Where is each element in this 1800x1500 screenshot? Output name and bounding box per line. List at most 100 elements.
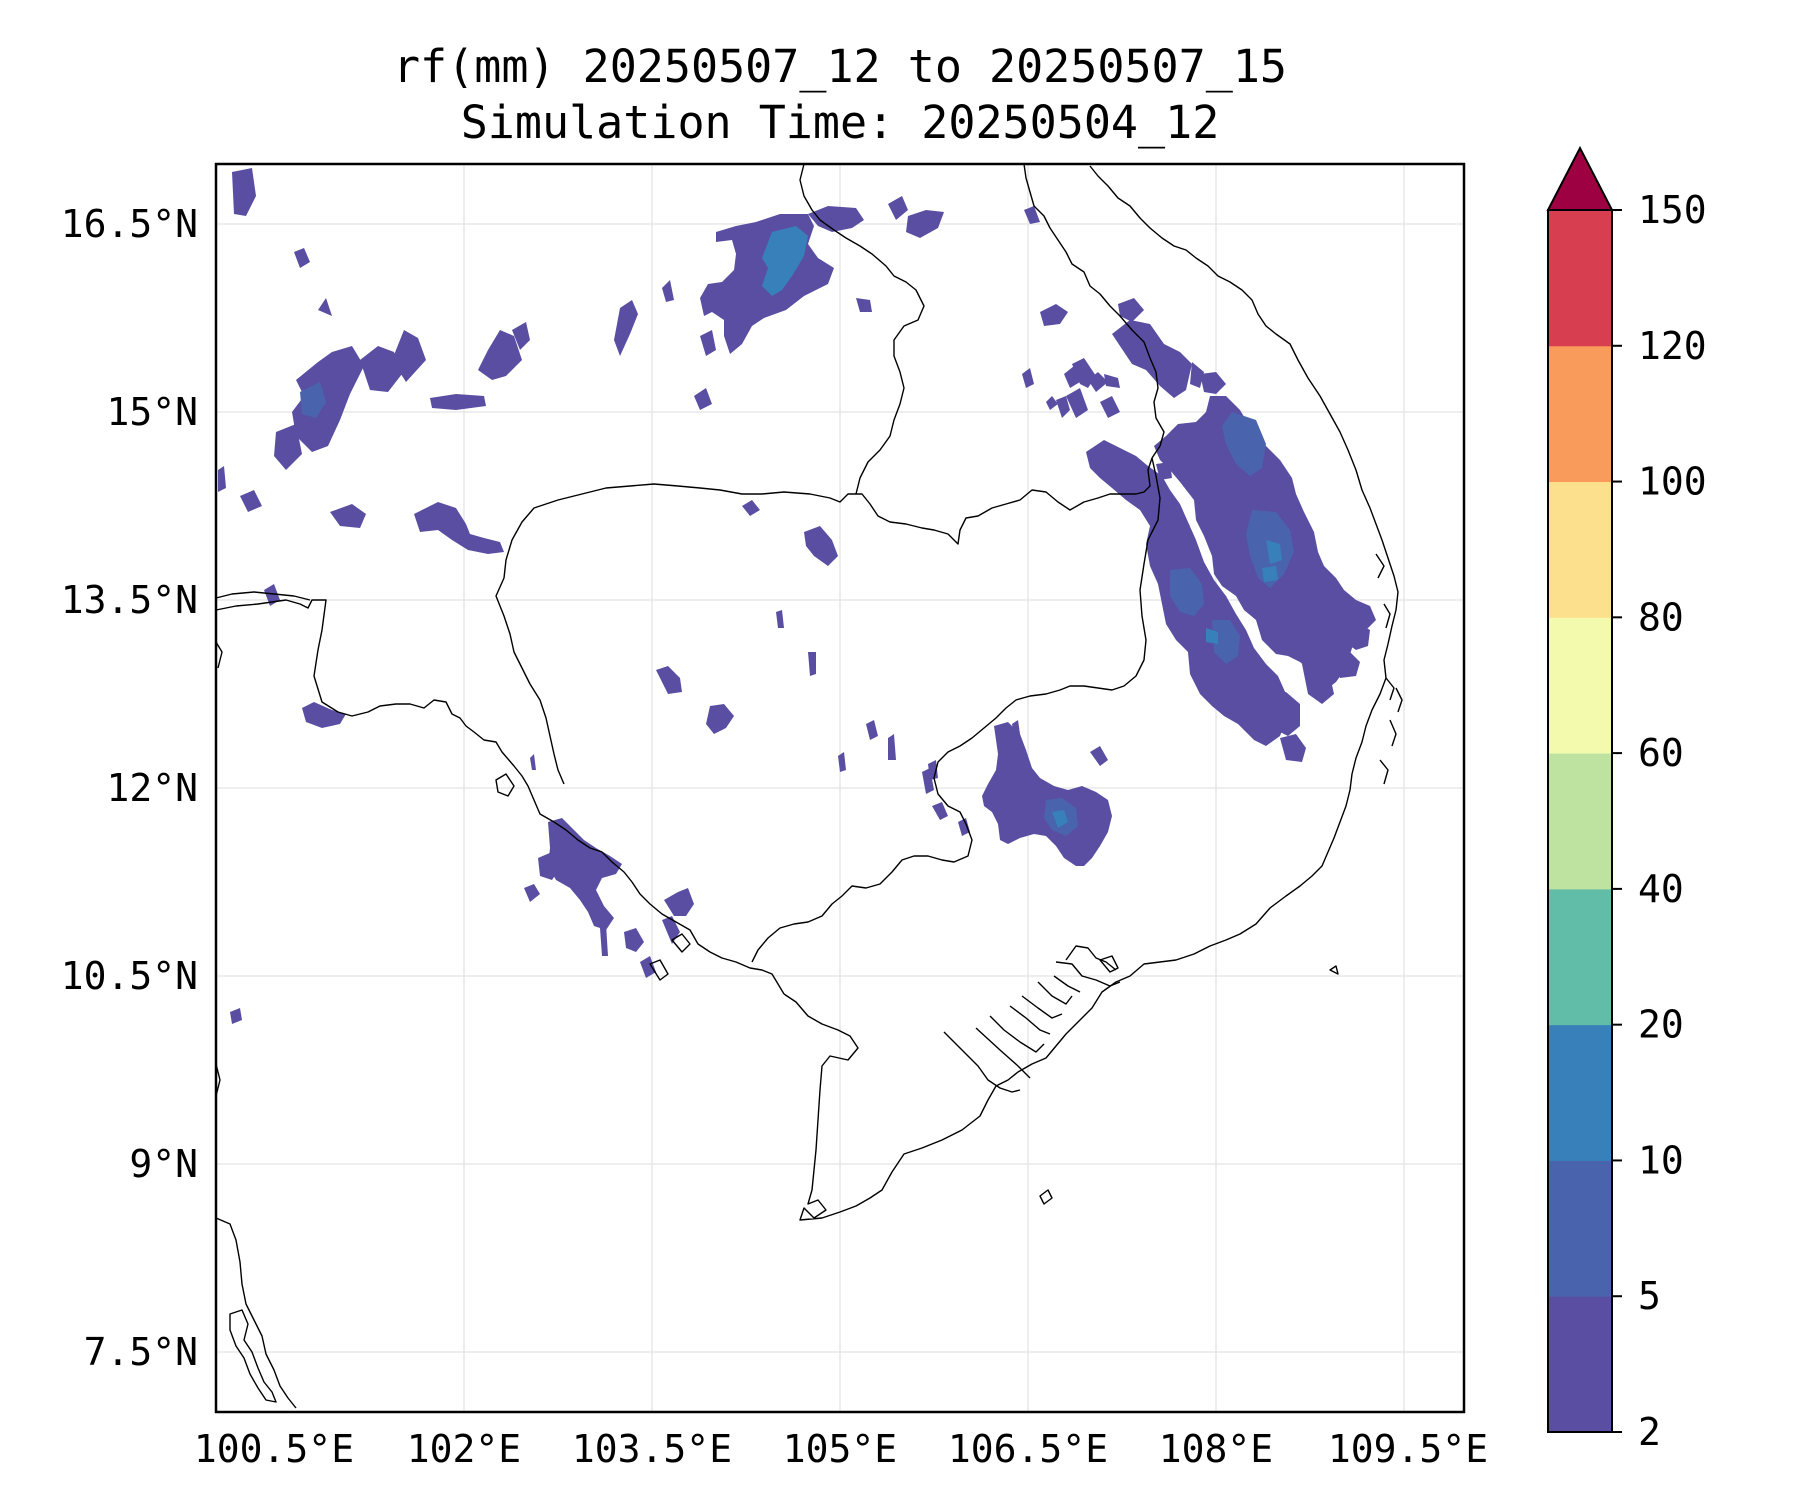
coastline [1395, 687, 1403, 713]
colorbar-bin [1548, 345, 1612, 483]
coastline [229, 1309, 277, 1403]
colorbar-label: 2 [1638, 1410, 1661, 1454]
rain-cell [866, 720, 878, 740]
rain-cell [982, 722, 1112, 866]
rain-cell [958, 818, 970, 836]
coastline [1389, 719, 1397, 747]
rain-cell [392, 330, 426, 382]
longitude-ticks: 100.5°E 102°E 103.5°E 105°E 106.5°E 108°… [194, 1427, 1488, 1471]
rain-cell [1088, 372, 1108, 392]
lon-tick-label: 109.5°E [1328, 1427, 1488, 1471]
coastline [975, 1027, 1031, 1079]
gridlines [216, 164, 1464, 1412]
coastline [215, 1063, 221, 1097]
coastline [1099, 955, 1119, 973]
country-border [293, 595, 311, 601]
coastline [1037, 981, 1073, 1005]
country-border [751, 457, 1161, 963]
rain-cell [700, 330, 716, 356]
rain-cell [1200, 372, 1226, 394]
lon-tick-label: 108°E [1159, 1427, 1273, 1471]
coastline [1039, 1189, 1053, 1205]
coastline [649, 959, 669, 981]
rainfall-cells [218, 168, 1376, 1024]
rain-cell [808, 206, 864, 232]
coastline [1379, 759, 1389, 785]
lat-tick-label: 10.5°N [61, 954, 198, 998]
rain-cell [932, 802, 948, 820]
lon-tick-label: 105°E [783, 1427, 897, 1471]
map-title: rf(mm) 20250507_12 to 20250507_15 [392, 40, 1288, 93]
colorbar-outline [1547, 209, 1613, 1433]
rain-cell [1104, 374, 1120, 388]
rain-cell [1100, 396, 1120, 418]
rain-cell [808, 652, 816, 676]
rain-cell [548, 818, 622, 930]
rain-cell [614, 300, 638, 356]
rain-cell [232, 168, 256, 216]
rain-cell [1040, 304, 1068, 326]
lat-tick-label: 9°N [129, 1142, 198, 1186]
rain-cell [330, 504, 366, 528]
rain-cell [1300, 602, 1326, 648]
rain-cell [1170, 568, 1204, 616]
rain-cell [624, 928, 644, 952]
country-border [215, 591, 295, 599]
rain-cell [1156, 462, 1172, 480]
rain-cell [478, 330, 522, 380]
lon-tick-label: 102°E [407, 1427, 521, 1471]
rain-cell [1288, 560, 1320, 600]
coastline [1383, 603, 1391, 629]
rain-cell [906, 210, 944, 238]
coastline [1021, 995, 1063, 1019]
colorbar-bin [1548, 1296, 1612, 1433]
rain-cell [414, 502, 504, 554]
colorbar-bin [1548, 210, 1612, 347]
colorbar-bin [1548, 481, 1612, 618]
coastline [1053, 975, 1081, 993]
colorbar-bin [1548, 1024, 1612, 1161]
map-subtitle: Simulation Time: 20250504_12 [460, 96, 1220, 149]
colorbar-bin [1548, 1160, 1612, 1297]
lat-tick-label: 12°N [106, 766, 198, 810]
colorbar-label: 120 [1638, 324, 1707, 368]
colorbar-label: 40 [1638, 867, 1684, 911]
rain-cell [300, 382, 326, 418]
rain-cell [1112, 320, 1192, 398]
rain-cell [512, 322, 530, 350]
rain-cell [274, 424, 302, 470]
coastline [1065, 945, 1117, 971]
coastline [495, 773, 515, 797]
rain-cell [1046, 396, 1058, 410]
rain-cell [302, 702, 346, 728]
coastline [783, 165, 1399, 1221]
country-border [495, 577, 565, 785]
rain-cell [530, 754, 536, 770]
colorbar-bin [1548, 617, 1612, 754]
rain-cell [640, 956, 656, 978]
colorbar-label: 60 [1638, 731, 1684, 775]
rain-cell [922, 768, 934, 794]
rain-cell [662, 280, 674, 302]
colorbar-bin [1548, 753, 1612, 890]
rain-cell [888, 734, 896, 760]
rain-cell [1280, 734, 1306, 762]
colorbar-label: 100 [1638, 460, 1707, 504]
coastline [1375, 553, 1385, 579]
rain-cell [694, 388, 712, 410]
lon-tick-label: 103.5°E [572, 1427, 732, 1471]
rain-cell [804, 526, 838, 566]
rain-cell [1302, 664, 1334, 704]
rain-cell [264, 584, 280, 606]
rain-cell [856, 298, 872, 312]
lat-tick-label: 7.5°N [84, 1330, 198, 1374]
rain-cell [742, 500, 760, 516]
colorbar-label: 150 [1638, 188, 1707, 232]
coastline [215, 641, 223, 669]
rain-cell [1330, 650, 1360, 678]
rain-cell [776, 610, 784, 628]
rain-cell [1206, 628, 1218, 644]
map-frame [214, 162, 1466, 1414]
country-border [215, 1217, 297, 1409]
